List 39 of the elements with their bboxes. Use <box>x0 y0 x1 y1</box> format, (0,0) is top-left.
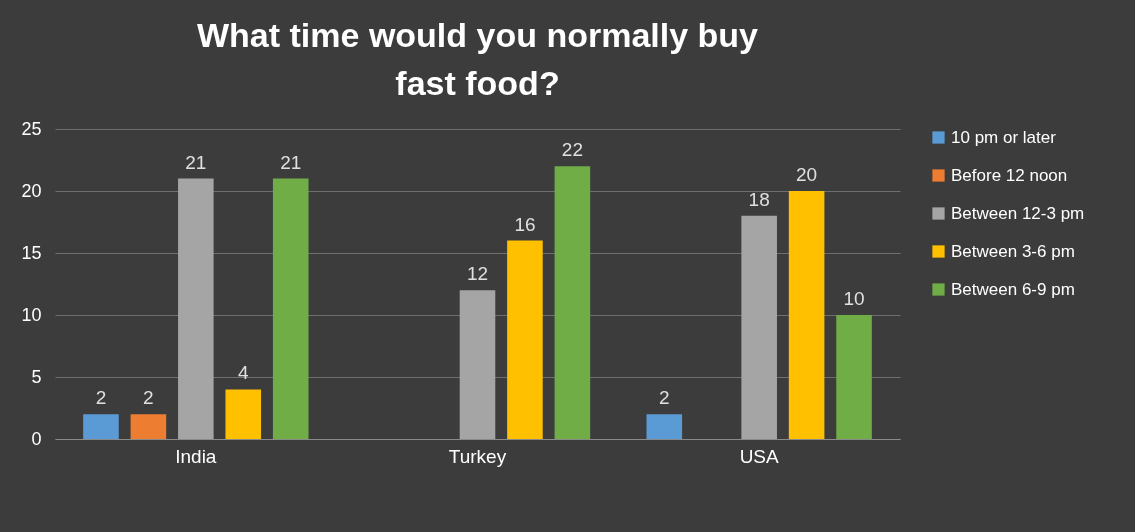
bar <box>507 240 543 439</box>
bar <box>459 290 496 439</box>
data-label: 2 <box>143 387 154 409</box>
chart-title: What time would you normally buy fast food? <box>196 16 759 102</box>
data-label: 2 <box>95 387 107 409</box>
data-label: 4 <box>237 362 249 384</box>
y-tick-label: 25 <box>21 118 42 139</box>
legend-label: Between 12-3 pm <box>951 203 1085 223</box>
bar <box>836 315 872 439</box>
bar <box>272 178 309 439</box>
x-tick-label: Turkey <box>448 445 507 467</box>
data-label: 16 <box>514 213 536 235</box>
data-label: 10 <box>843 288 865 309</box>
bar <box>788 191 825 439</box>
data-label: 2 <box>659 387 670 409</box>
data-label: 22 <box>561 139 583 161</box>
y-tick-label: 15 <box>21 242 42 263</box>
y-tick-label: 0 <box>31 428 42 449</box>
legend-label: Between 6-9 pm <box>951 279 1075 299</box>
data-label: 21 <box>280 151 302 173</box>
x-tick-label: India <box>175 445 217 467</box>
data-label: 12 <box>466 263 489 285</box>
data-label: 21 <box>185 151 207 173</box>
bar <box>83 414 119 439</box>
bar <box>225 389 262 439</box>
bar <box>646 414 683 439</box>
data-label: 20 <box>796 164 818 185</box>
bar <box>130 414 167 439</box>
y-tick-label: 20 <box>21 180 42 201</box>
y-tick-label: 10 <box>21 304 42 325</box>
bar <box>554 166 591 439</box>
legend-label: Before 12 noon <box>951 165 1068 185</box>
x-tick-label: USA <box>739 445 780 467</box>
bar <box>178 178 214 439</box>
y-tick-label: 5 <box>31 366 42 387</box>
legend-label: 10 pm or later <box>951 127 1057 147</box>
legend-label: Between 3-6 pm <box>951 241 1075 261</box>
data-label: 18 <box>748 188 770 210</box>
bar <box>741 215 777 439</box>
